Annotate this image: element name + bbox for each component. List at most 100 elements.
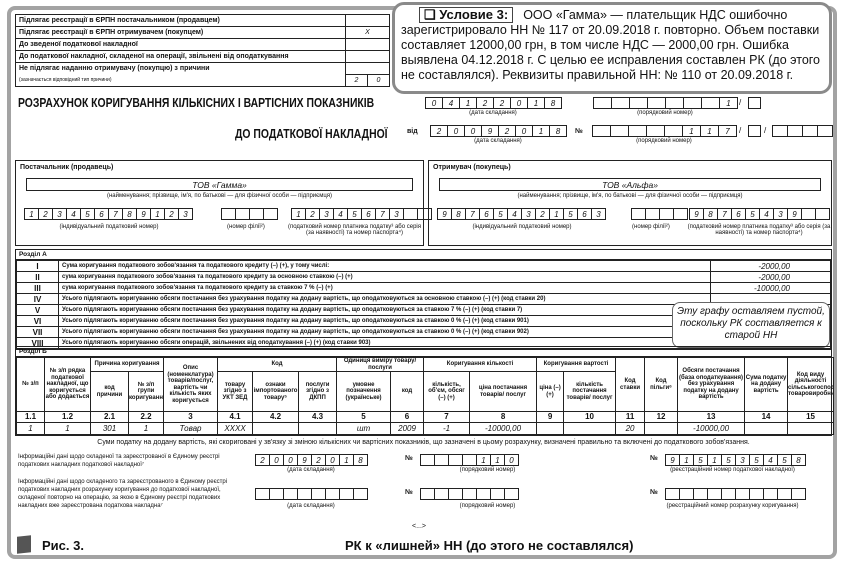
digit-cell: 0	[326, 454, 340, 466]
digit-cell: 1	[528, 97, 545, 109]
row-text: сума коригування податкового зобов'язанн…	[58, 282, 711, 294]
digit-cell	[702, 97, 720, 109]
reg-label: (реєстраційний номер податкової накладно…	[670, 467, 795, 473]
digit-cell: 1	[720, 97, 738, 109]
number-label: (порядковий номер)	[459, 467, 516, 473]
section-b: Розділ Б № з/п № з/п рядка податкової на…	[15, 346, 835, 436]
supplier-name: ТОВ «Гамма»	[26, 178, 413, 191]
digit-cell	[792, 488, 806, 500]
not-provided-note: (зазначається відповідний тип причини)	[15, 74, 346, 87]
no-label: №	[650, 455, 658, 462]
col-header: Одиниця виміру товару/послуги	[336, 357, 425, 372]
column-number: 6	[390, 411, 425, 423]
row-number: VII	[16, 326, 59, 338]
rk-number-cells: 1	[593, 97, 738, 109]
branch-label: (номер філії²)	[227, 224, 265, 230]
digit-cell: 3	[522, 208, 536, 220]
table-cell	[644, 422, 679, 435]
digit-cell: 3	[179, 208, 193, 220]
digit-cell: 2	[494, 97, 511, 109]
digit-cell: 1	[151, 208, 165, 220]
table-cell: 301	[90, 422, 129, 435]
row-value: -2000,00	[710, 271, 831, 283]
col-header: Опис (номенклатура) товарів/послуг, варт…	[163, 357, 219, 412]
digit-cell	[284, 488, 298, 500]
column-number: 5	[336, 411, 392, 423]
supplier-box: Постачальник (продавець) ТОВ «Гамма» (на…	[15, 160, 432, 246]
digit-cell	[594, 97, 612, 109]
digit-cell	[340, 488, 354, 500]
digit-cell: 2	[256, 454, 270, 466]
slash: /	[764, 126, 767, 135]
column-number: 13	[677, 411, 746, 423]
no-label: №	[650, 489, 658, 496]
digit-cell: 0	[426, 97, 443, 109]
figure-marker-icon	[17, 535, 31, 554]
row-value	[345, 14, 390, 27]
digit-cell	[477, 488, 491, 500]
column-number: 1.2	[44, 411, 91, 423]
digit-cell: 2	[165, 208, 179, 220]
row-text: Усього підлягають коригуванню обсяги пос…	[58, 304, 711, 316]
digit-cell: 5	[746, 208, 760, 220]
digit-cell	[647, 125, 665, 137]
digit-cell	[803, 125, 818, 137]
col-header: Коригування кількості	[423, 357, 538, 372]
digit-cell: 2	[536, 208, 550, 220]
table-cell	[252, 422, 300, 435]
digit-cell: 2	[431, 125, 448, 137]
number-label: (порядковий номер)	[459, 503, 516, 509]
row-number: IV	[16, 293, 59, 305]
digit-cell	[435, 488, 449, 500]
row-number: V	[16, 304, 59, 316]
recipient-name: ТОВ «Альфа»	[439, 178, 821, 191]
col-header: Код виду діяльності сільськогосподарсько…	[787, 357, 835, 412]
row-number: II	[16, 271, 59, 283]
ipn-label: (індивідуальний податковий номер)	[59, 224, 159, 230]
info2-number-cells	[420, 488, 519, 500]
info2-label: Інформаційні дані щодо складеного та зар…	[18, 479, 228, 509]
digit-cell: 6	[480, 208, 494, 220]
digit-cell: 6	[732, 208, 746, 220]
col-header: послуги згідно з ДКПП	[298, 371, 338, 412]
digit-cell: 0	[505, 454, 519, 466]
digit-cell: 0	[284, 454, 298, 466]
digit-cell	[326, 488, 340, 500]
row-text: Усього підлягають коригуванню обсяги пос…	[58, 293, 711, 305]
digit-cell: 8	[704, 208, 718, 220]
digit-cell: 8	[123, 208, 137, 220]
digit-cell: 9	[482, 125, 499, 137]
supplier-heading: Постачальник (продавець)	[20, 164, 114, 171]
column-number: 7	[423, 411, 471, 423]
digit-cell: 1	[550, 208, 564, 220]
registration-table: Підлягає реєстрації в ЄРПН постачальнико…	[15, 14, 390, 87]
col-header: кількість постачання товарів/ послуг	[563, 371, 617, 412]
digit-cell: 5	[722, 454, 736, 466]
row-value	[345, 62, 390, 75]
digit-cell: 8	[545, 97, 562, 109]
table-cell: 2009	[390, 422, 425, 435]
digit-cell	[421, 488, 435, 500]
col-header: Код	[217, 357, 338, 372]
col-header: Код ставки	[615, 357, 646, 412]
digit-cell: 3	[390, 208, 404, 220]
column-number: 15	[787, 411, 835, 423]
column-number: 2.2	[127, 411, 165, 423]
supplier-branch-cells	[221, 208, 278, 220]
col-header: умовне позначення (українське)	[336, 371, 392, 412]
digit-cell: 3	[736, 454, 750, 466]
digit-cell: 5	[750, 454, 764, 466]
info2-reg-cells	[665, 488, 806, 500]
digit-cell	[666, 488, 680, 500]
col-header: ціна постачання товарів/ послуг	[469, 371, 538, 412]
col-header: № з/п рядка податкової накладної, що кор…	[44, 357, 91, 412]
row-value	[345, 50, 390, 63]
nn-extra-cells	[772, 125, 833, 137]
col-header: товару згідно з УКТ ЗЕД	[217, 371, 254, 412]
